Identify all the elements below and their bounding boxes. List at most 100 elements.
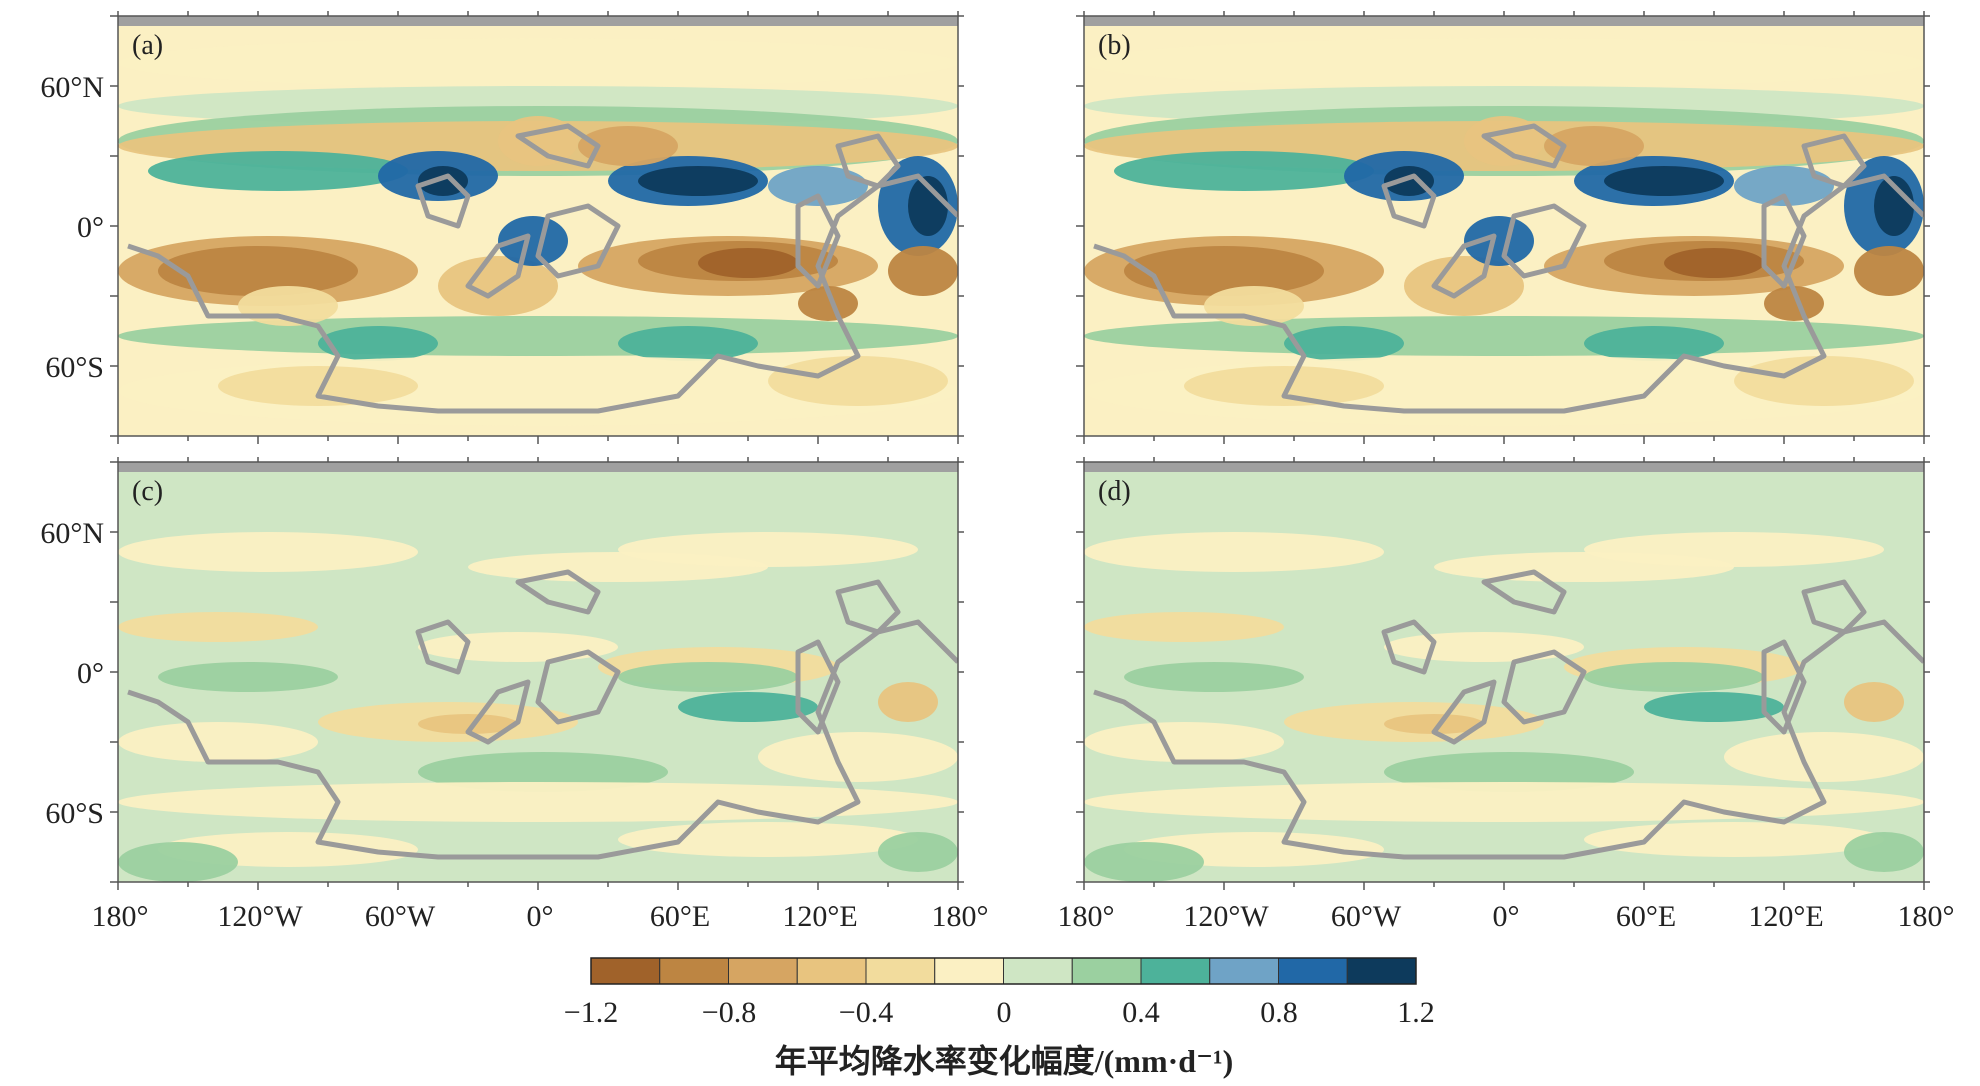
map-panel xyxy=(1076,457,1930,890)
colorbar-swatch xyxy=(1346,957,1417,985)
precip-anomaly-region xyxy=(418,632,618,662)
field-layer xyxy=(1084,16,1924,436)
lon-label-d-180w: 180° xyxy=(1058,900,1115,933)
precip-anomaly-region xyxy=(1644,692,1784,722)
lon-label-c-120w: 120°W xyxy=(217,900,303,933)
precip-anomaly-region xyxy=(118,612,318,642)
precip-anomaly-region xyxy=(1084,316,1924,356)
panels-layer xyxy=(110,11,1930,890)
colorbar-swatch xyxy=(865,957,936,985)
precip-anomaly-region xyxy=(418,166,468,196)
precip-anomaly-region xyxy=(888,246,958,296)
panel-label-a: (a) xyxy=(132,30,163,61)
lat-label-60n-top: 60°N xyxy=(40,71,104,104)
colorbar xyxy=(590,957,1417,985)
colorbar-title: 年平均降水率变化幅度/(mm·d⁻¹) xyxy=(775,1043,1233,1079)
lon-label-d-60w: 60°W xyxy=(1331,900,1402,933)
precip-anomaly-region xyxy=(768,166,868,206)
precip-anomaly-region xyxy=(1384,166,1434,196)
lon-label-d-60e: 60°E xyxy=(1616,900,1676,933)
precip-anomaly-region xyxy=(158,246,358,296)
precip-anomaly-region xyxy=(698,248,798,278)
precip-anomaly-region xyxy=(1084,722,1284,762)
colorbar-tick-neg-0-4: −0.4 xyxy=(839,996,893,1029)
precip-anomaly-region xyxy=(1734,356,1914,406)
precip-anomaly-region xyxy=(878,682,938,722)
precip-anomaly-region xyxy=(118,722,318,762)
lon-label-d-120e: 120°E xyxy=(1748,900,1823,933)
top-band xyxy=(1084,16,1924,26)
precip-anomaly-region xyxy=(578,126,678,166)
precip-anomaly-region xyxy=(678,692,818,722)
map-panel xyxy=(110,11,964,444)
colorbar-swatch xyxy=(934,957,1004,985)
precip-anomaly-region xyxy=(1854,246,1924,296)
precip-anomaly-region xyxy=(618,662,798,692)
precip-anomaly-region xyxy=(1404,256,1524,316)
precip-anomaly-region xyxy=(1084,532,1384,572)
colorbar-frame xyxy=(590,957,1417,985)
precip-anomaly-region xyxy=(638,166,758,196)
field-layer xyxy=(118,462,958,882)
land-outline xyxy=(127,569,958,860)
precip-anomaly-region xyxy=(618,326,758,361)
top-band xyxy=(1084,462,1924,472)
lon-label-d-180e: 180° xyxy=(1898,900,1955,933)
precip-anomaly-region xyxy=(1844,682,1904,722)
precip-anomaly-region xyxy=(908,176,948,236)
precip-anomaly-region xyxy=(1724,732,1924,782)
precip-anomaly-region xyxy=(1464,216,1534,266)
precip-anomaly-region xyxy=(618,822,918,857)
colorbar-swatch xyxy=(796,957,867,985)
land-outline xyxy=(1093,123,1924,414)
colorbar-swatch xyxy=(1140,957,1211,985)
lon-label-d-0: 0° xyxy=(1493,900,1520,933)
colorbar-tick-0-8: 0.8 xyxy=(1260,996,1298,1029)
land-outline xyxy=(127,123,958,414)
land-outline xyxy=(1093,569,1924,860)
map-panel xyxy=(1076,11,1930,444)
lon-label-c-60w: 60°W xyxy=(365,900,436,933)
colorbar-swatch xyxy=(1278,957,1348,985)
colorbar-swatch xyxy=(590,957,661,985)
precip-anomaly-region xyxy=(1764,286,1824,321)
lat-label-60s-top: 60°S xyxy=(45,351,104,384)
precip-anomaly-region xyxy=(1544,126,1644,166)
precip-anomaly-region xyxy=(1124,246,1324,296)
colorbar-tick-1-2: 1.2 xyxy=(1397,996,1435,1029)
precip-anomaly-region xyxy=(1384,632,1584,662)
precip-anomaly-region xyxy=(148,151,408,191)
precip-anomaly-region xyxy=(1584,532,1884,567)
panel-label-c: (c) xyxy=(132,476,163,507)
lon-label-d-120w: 120°W xyxy=(1183,900,1269,933)
precip-anomaly-region xyxy=(768,356,948,406)
precip-anomaly-region xyxy=(118,842,238,882)
colorbar-tick-neg-1-2: −1.2 xyxy=(564,996,618,1029)
colorbar-swatch xyxy=(1071,957,1142,985)
precip-anomaly-region xyxy=(498,216,568,266)
lon-label-c-180e: 180° xyxy=(932,900,989,933)
precip-anomaly-region xyxy=(1874,176,1914,236)
precip-anomaly-region xyxy=(1284,326,1404,361)
precip-anomaly-region xyxy=(218,366,418,406)
precip-anomaly-region xyxy=(1584,326,1724,361)
lon-label-c-0: 0° xyxy=(527,900,554,933)
precip-anomaly-region xyxy=(1084,38,1924,88)
precip-anomaly-region xyxy=(1734,166,1834,206)
precip-anomaly-region xyxy=(1184,366,1384,406)
top-band xyxy=(118,462,958,472)
colorbar-swatch xyxy=(659,957,729,985)
precip-anomaly-region xyxy=(418,752,668,792)
precip-anomaly-region xyxy=(1604,166,1724,196)
precip-anomaly-region xyxy=(1664,248,1764,278)
precip-anomaly-region xyxy=(118,316,958,356)
lat-label-eq-bottom: 0° xyxy=(77,657,104,690)
colorbar-tick-0: 0 xyxy=(997,996,1012,1029)
colorbar-swatch xyxy=(728,957,798,985)
lat-label-60n-bottom: 60°N xyxy=(40,517,104,550)
precip-anomaly-region xyxy=(118,532,418,572)
lat-label-60s-bottom: 60°S xyxy=(45,797,104,830)
precip-anomaly-region xyxy=(1384,752,1634,792)
colorbar-tick-0-4: 0.4 xyxy=(1122,996,1160,1029)
